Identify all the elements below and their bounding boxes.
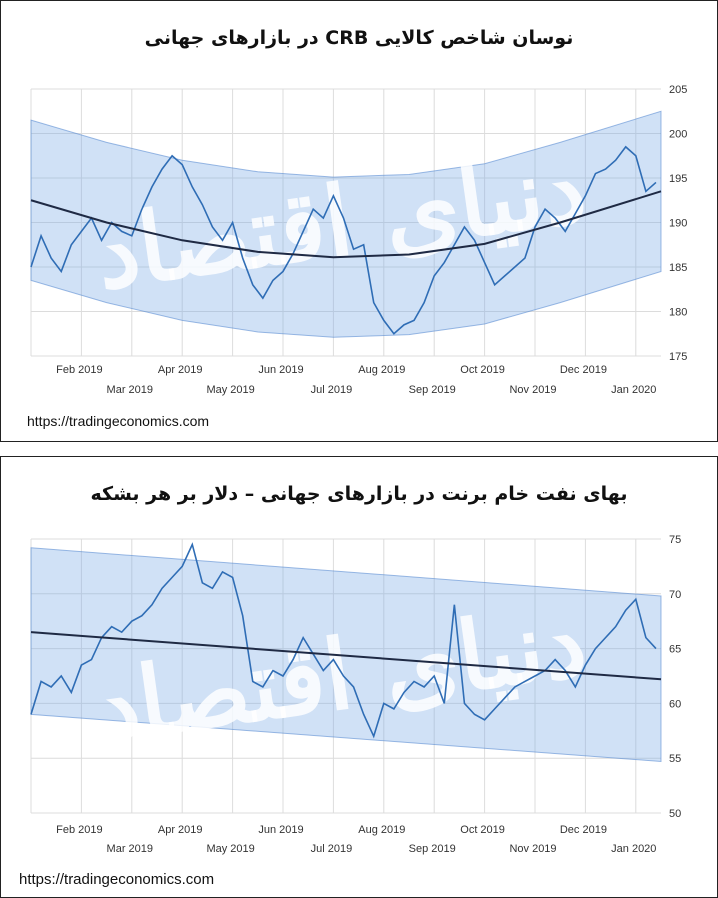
brent-chart-panel: دنیای اقتصاد 50 55 60 65 70 75 Feb 2019 Apr 2019… bbox=[0, 456, 718, 898]
x-tick-label: Jul 2019 bbox=[311, 384, 353, 396]
grid bbox=[30, 538, 661, 814]
x-tick-label: Dec 2019 bbox=[560, 824, 607, 836]
y-tick-label: 200 bbox=[669, 129, 687, 141]
y-tick-label: 75 bbox=[669, 534, 681, 546]
data-series-line bbox=[30, 145, 657, 335]
trend-line bbox=[30, 190, 662, 259]
y-tick-label: 55 bbox=[669, 753, 681, 765]
y-tick-label: 60 bbox=[669, 698, 681, 710]
y-tick-label: 185 bbox=[669, 262, 687, 274]
x-tick-label: Jul 2019 bbox=[311, 843, 353, 855]
x-tick-label: Sep 2019 bbox=[409, 843, 456, 855]
x-tick-label: Jun 2019 bbox=[258, 364, 303, 376]
crb-chart-panel: دنیای اقتصاد 175 180 185 190 195 200 205 Feb 201… bbox=[0, 0, 718, 442]
x-tick-label: Apr 2019 bbox=[158, 824, 203, 836]
x-tick-label: Sep 2019 bbox=[409, 384, 456, 396]
y-tick-label: 195 bbox=[669, 173, 687, 185]
crb-chart-source: https://tradingeconomics.com bbox=[27, 413, 210, 429]
y-tick-label: 175 bbox=[669, 351, 687, 363]
x-tick-label: Nov 2019 bbox=[509, 384, 556, 396]
y-tick-label: 190 bbox=[669, 218, 687, 230]
grid bbox=[30, 88, 661, 357]
crb-chart-title: نوسان شاخص کالایی CRB در بازارهای جهانی bbox=[144, 27, 574, 49]
x-tick-label: Aug 2019 bbox=[358, 364, 405, 376]
x-tick-label: Aug 2019 bbox=[358, 824, 405, 836]
x-tick-label: Apr 2019 bbox=[158, 364, 203, 376]
regression-band bbox=[30, 547, 662, 763]
panel-gap bbox=[0, 442, 718, 456]
x-tick-label: May 2019 bbox=[206, 843, 254, 855]
x-tick-label: Feb 2019 bbox=[56, 364, 102, 376]
x-tick-label: Mar 2019 bbox=[107, 843, 153, 855]
brent-chart-title: بهای نفت خام برنت در بازارهای جهانی – دل… bbox=[90, 483, 628, 505]
y-tick-label: 65 bbox=[669, 644, 681, 656]
x-tick-label: Oct 2019 bbox=[460, 824, 505, 836]
data-series-line bbox=[30, 542, 657, 739]
x-tick-label: Mar 2019 bbox=[107, 384, 153, 396]
x-tick-label: Jan 2020 bbox=[611, 843, 656, 855]
x-tick-label: Jan 2020 bbox=[611, 384, 656, 396]
y-tick-label: 70 bbox=[669, 589, 681, 601]
y-tick-label: 205 bbox=[669, 84, 687, 96]
x-tick-label: May 2019 bbox=[206, 384, 254, 396]
x-tick-label: Dec 2019 bbox=[560, 364, 607, 376]
brent-chart-source: https://tradingeconomics.com bbox=[19, 871, 215, 888]
y-tick-label: 50 bbox=[669, 808, 681, 820]
trend-line bbox=[30, 631, 662, 681]
x-tick-label: Nov 2019 bbox=[509, 843, 556, 855]
x-tick-label: Jun 2019 bbox=[258, 824, 303, 836]
y-tick-label: 180 bbox=[669, 307, 687, 319]
x-tick-label: Feb 2019 bbox=[56, 824, 102, 836]
x-tick-label: Oct 2019 bbox=[460, 364, 505, 376]
